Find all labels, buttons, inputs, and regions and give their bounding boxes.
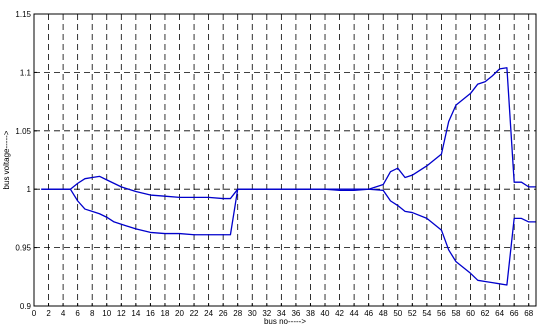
x-tick-label: 44 <box>350 309 359 318</box>
x-tick-label: 20 <box>175 309 184 318</box>
grid <box>33 14 536 306</box>
y-tick-label: 1 <box>27 185 32 194</box>
x-tick-label: 34 <box>277 309 286 318</box>
x-tick-label: 60 <box>466 309 475 318</box>
y-tick-label: 1.1 <box>20 68 32 77</box>
x-tick-label: 38 <box>306 309 315 318</box>
y-axis-label: bus voltage-----> <box>2 130 11 189</box>
x-tick-label: 4 <box>61 309 66 318</box>
x-tick-label: 32 <box>262 309 271 318</box>
x-tick-label: 30 <box>248 309 257 318</box>
y-tick-label: 0.9 <box>20 302 32 311</box>
series-line-2 <box>41 188 536 286</box>
x-tick-label: 8 <box>90 309 95 318</box>
x-tick-label: 24 <box>204 309 213 318</box>
x-tick-label: 54 <box>422 309 431 318</box>
x-tick-label: 66 <box>510 309 519 318</box>
x-tick-label: 40 <box>321 309 330 318</box>
x-tick-label: 12 <box>117 309 126 318</box>
x-tick-label: 22 <box>190 309 199 318</box>
x-tick-label: 56 <box>437 309 446 318</box>
x-tick-label: 28 <box>233 309 242 318</box>
x-tick-label: 16 <box>146 309 155 318</box>
x-tick-label: 10 <box>102 309 111 318</box>
x-tick-label: 58 <box>452 309 461 318</box>
x-tick-label: 48 <box>379 309 388 318</box>
y-tick-label: 1.15 <box>15 10 31 19</box>
x-tick-label: 14 <box>131 309 140 318</box>
x-tick-label: 26 <box>219 309 228 318</box>
x-tick-label: 46 <box>364 309 373 318</box>
x-tick-label: 0 <box>32 309 37 318</box>
x-tick-label: 42 <box>335 309 344 318</box>
x-tick-label: 52 <box>408 309 417 318</box>
series-group <box>41 67 536 286</box>
x-tick-label: 68 <box>524 309 533 318</box>
x-tick-label: 64 <box>495 309 504 318</box>
x-axis-label: bus no-----> <box>264 317 306 326</box>
x-tick-label: 50 <box>393 309 402 318</box>
x-tick-label: 62 <box>481 309 490 318</box>
x-tick-label: 18 <box>161 309 170 318</box>
y-tick-label: 0.95 <box>15 244 31 253</box>
ticks: 0 2 4 6 8 10 12 14 16 18 20 22 24 26 28 30 32 34 36 38 40 42 4… <box>15 10 533 318</box>
series-line-1 <box>41 67 536 200</box>
plot-frame <box>33 13 537 307</box>
x-tick-label: 36 <box>291 309 300 318</box>
y-tick-label: 1.05 <box>15 127 31 136</box>
x-tick-label: 2 <box>46 309 51 318</box>
x-tick-label: 6 <box>75 309 80 318</box>
